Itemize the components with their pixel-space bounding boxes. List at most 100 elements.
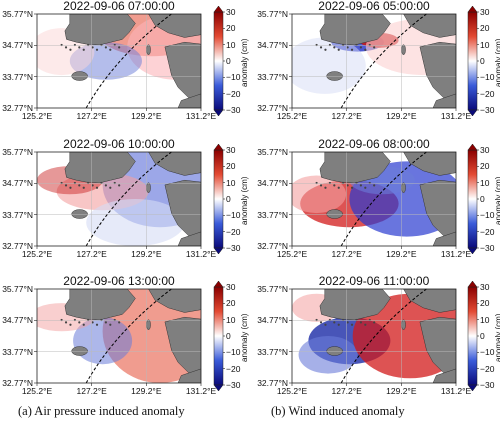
map-frame [291,288,457,384]
lat-tick-label: 33.77°N [257,209,288,220]
lon-tick-label: 125.2°E [21,386,53,396]
jeju-island [71,209,88,219]
colorbar-tick-label: 20 [226,161,236,172]
colorbar-tick-label: 10 [480,39,490,50]
lat-tick-label: 34.77°N [2,40,33,51]
map-frame [36,13,202,109]
lon-tick-label: 127.2°E [331,249,362,259]
map-panel-1 [34,13,202,111]
lat-tick-label: 33.77°N [257,71,288,82]
typhoon-track [340,288,427,384]
graticule [37,289,201,383]
colorbar-tick-label: −10 [480,347,495,358]
lon-tick-label: 131.2°E [440,386,472,396]
colorbar-tick-label: 30 [480,282,490,292]
panel-title: 2022-09-06 11:00:00 [318,274,430,288]
map-panel-4 [289,151,457,249]
colorbar-tick-label: −30 [480,105,495,115]
typhoon-track [340,13,427,109]
graticule [292,14,456,108]
lat-tick-label: 33.77°N [2,209,33,220]
colorbar-tick-label: 10 [226,314,236,325]
colorbar-tick-label: 10 [480,177,490,188]
lon-tick-label: 125.2°E [21,249,53,259]
colorbar-label: anomaly (cm) [240,38,249,87]
colorbar-tick-label: −20 [226,88,241,99]
lat-tick-label: 32.77°N [2,103,33,113]
lon-tick-label: 127.2°E [331,111,362,121]
lon-tick-label: 131.2°E [440,249,472,259]
colorbar-tick-label: −30 [226,105,241,115]
lon-tick-label: 125.2°E [276,249,308,259]
colorbar [467,5,479,117]
colorbar [213,280,225,392]
lat-tick-label: 35.77°N [257,9,288,19]
colorbar-tick-label: 0 [480,194,485,204]
lon-tick-label: 127.2°E [331,386,362,396]
lat-tick-label: 35.77°N [2,284,33,294]
typhoon-track [85,151,172,247]
colorbar-tick-label: 0 [480,331,485,341]
lon-tick-label: 127.2°E [76,249,107,259]
lat-tick-label: 34.77°N [2,315,33,326]
colorbar-tick-label: −10 [480,72,495,83]
colorbar-tick-label: −10 [226,347,241,358]
colorbar-tick-label: 20 [480,161,490,172]
colorbar-tick-label: 0 [480,56,485,66]
map-frame [291,151,457,247]
colorbar-tick-label: 0 [226,56,231,66]
map-panel-6 [289,288,457,386]
lon-tick-label: 127.2°E [76,386,107,396]
land-mass [60,14,201,108]
land-mass [315,289,456,383]
lat-tick-label: 33.77°N [257,346,288,357]
colorbar-tick-label: 20 [226,23,236,34]
lon-tick-label: 131.2°E [185,111,217,121]
lat-tick-label: 35.77°N [257,284,288,294]
lon-tick-label: 131.2°E [440,111,472,121]
colorbar [467,143,479,255]
colorbar-tick-label: 30 [480,7,490,17]
colorbar-label: anomaly (cm) [494,313,500,362]
map-frame [291,13,457,109]
colorbar [213,5,225,117]
panel-title: 2022-09-06 05:00:00 [318,0,430,13]
lon-tick-label: 125.2°E [276,386,308,396]
lon-tick-label: 129.2°E [131,111,162,121]
lat-tick-label: 32.77°N [257,378,288,388]
jeju-island [71,346,88,356]
lat-tick-label: 32.77°N [2,241,33,251]
jeju-island [326,71,343,81]
land-mass [60,289,201,383]
lat-tick-label: 32.77°N [2,378,33,388]
graticule [37,152,201,246]
colorbar-tick-label: −20 [226,226,241,237]
colorbar-tick-label: 0 [226,194,231,204]
map-frame [36,151,202,247]
lat-tick-label: 35.77°N [2,9,33,19]
colorbar-tick-label: 30 [226,7,236,17]
panel-title: 2022-09-06 10:00:00 [63,137,175,151]
caption-right: (b) Wind induced anomaly [271,404,405,418]
lon-tick-label: 131.2°E [185,249,217,259]
lat-tick-label: 34.77°N [257,40,288,51]
jeju-island [326,209,343,219]
lat-tick-label: 35.77°N [2,147,33,157]
colorbar-tick-label: 0 [226,331,231,341]
colorbar-tick-label: 30 [226,145,236,155]
graticule [292,289,456,383]
graticule [37,14,201,108]
colorbar [213,143,225,255]
colorbar-tick-label: 30 [226,282,236,292]
colorbar-tick-label: −20 [480,363,495,374]
colorbar-tick-label: −10 [226,72,241,83]
colorbar-tick-label: −30 [480,243,495,253]
colorbar-label: anomaly (cm) [240,313,249,362]
colorbar-tick-label: −30 [480,380,495,390]
map-frame [36,288,202,384]
colorbar-label: anomaly (cm) [494,38,500,87]
colorbar-tick-label: −20 [480,226,495,237]
jeju-island [326,346,343,356]
panel-title: 2022-09-06 13:00:00 [63,274,175,288]
